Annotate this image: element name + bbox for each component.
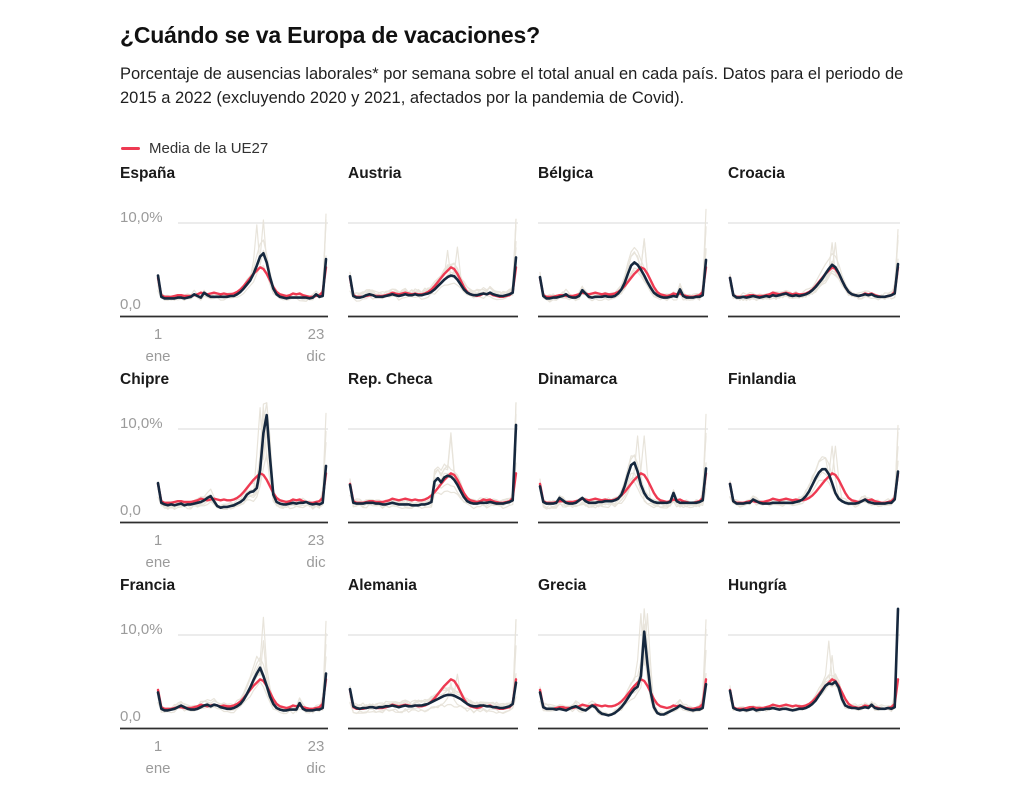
chart-canvas xyxy=(348,619,518,730)
country-title: Francia xyxy=(120,577,176,594)
page-title: ¿Cuándo se va Europa de vacaciones? xyxy=(120,22,540,48)
x-tick-1-ene: 1 ene xyxy=(145,738,171,777)
country-title: Rep. Checa xyxy=(348,371,433,388)
chart-canvas xyxy=(538,608,708,730)
chart-plot-area: 10,0% 0,0 xyxy=(120,188,328,318)
country-title: Alemania xyxy=(348,577,417,594)
country-title: Chipre xyxy=(120,371,170,388)
y-axis-label-0: 0,0 xyxy=(120,503,145,519)
x-tick-23-dic: 23 dic xyxy=(306,326,326,365)
chart-plot-area: 10,0% 0,0 xyxy=(728,600,900,730)
country-title: Grecia xyxy=(538,577,587,594)
chart-canvas xyxy=(728,424,900,524)
chart-canvas xyxy=(728,222,900,318)
chart-canvas xyxy=(348,402,518,524)
country-title: Hungría xyxy=(728,577,787,594)
country-chart-cell: Chipre 10,0% 0,0 1 ene 23 dic xyxy=(120,370,328,576)
country-title: Bélgica xyxy=(538,165,594,182)
chart-plot-area: 10,0% 0,0 xyxy=(538,188,708,318)
country-chart-cell: España 10,0% 0,0 1 ene 23 dic xyxy=(120,164,328,370)
chart-canvas xyxy=(538,413,708,524)
x-axis-labels: 1 ene 23 dic xyxy=(120,730,328,782)
x-tick-1-ene: 1 ene xyxy=(145,532,171,571)
eu27-line-swatch-icon xyxy=(121,147,140,150)
x-axis-labels: 1 ene 23 dic xyxy=(120,318,328,370)
chart-plot-area: 10,0% 0,0 xyxy=(538,600,708,730)
x-tick-1-ene: 1 ene xyxy=(145,326,171,365)
chart-plot-area: 10,0% 0,0 xyxy=(120,600,328,730)
chart-canvas xyxy=(120,213,328,318)
chart-plot-area: 10,0% 0,0 xyxy=(120,394,328,524)
chart-plot-area: 10,0% 0,0 xyxy=(348,188,518,318)
country-title: Dinamarca xyxy=(538,371,618,388)
country-title: Croacia xyxy=(728,165,785,182)
country-title: España xyxy=(120,165,176,182)
y-axis-label-10pct: 10,0% xyxy=(120,210,167,226)
chart-plot-area: 10,0% 0,0 xyxy=(728,188,900,318)
country-title: Austria xyxy=(348,165,402,182)
country-title: Finlandia xyxy=(728,371,797,388)
legend-label: Media de la UE27 xyxy=(149,140,269,157)
country-chart-cell: Francia 10,0% 0,0 1 ene 23 dic xyxy=(120,576,328,782)
y-axis-label-10pct: 10,0% xyxy=(120,622,167,638)
y-axis-label-0: 0,0 xyxy=(120,709,145,725)
chart-canvas xyxy=(120,402,328,524)
chart-plot-area: 10,0% 0,0 xyxy=(348,394,518,524)
chart-plot-area: 10,0% 0,0 xyxy=(348,600,518,730)
x-tick-23-dic: 23 dic xyxy=(306,532,326,571)
page-subtitle: Porcentaje de ausencias laborales* por s… xyxy=(120,65,904,107)
x-tick-23-dic: 23 dic xyxy=(306,738,326,777)
y-axis-label-0: 0,0 xyxy=(120,297,145,313)
x-axis-labels: 1 ene 23 dic xyxy=(120,524,328,576)
chart-canvas xyxy=(120,616,328,730)
chart-plot-area: 10,0% 0,0 xyxy=(728,394,900,524)
chart-canvas xyxy=(538,208,708,318)
chart-canvas xyxy=(348,218,518,318)
legend: Media de la UE27 xyxy=(121,140,268,157)
chart-canvas xyxy=(728,607,900,730)
y-axis-label-10pct: 10,0% xyxy=(120,416,167,432)
chart-plot-area: 10,0% 0,0 xyxy=(538,394,708,524)
